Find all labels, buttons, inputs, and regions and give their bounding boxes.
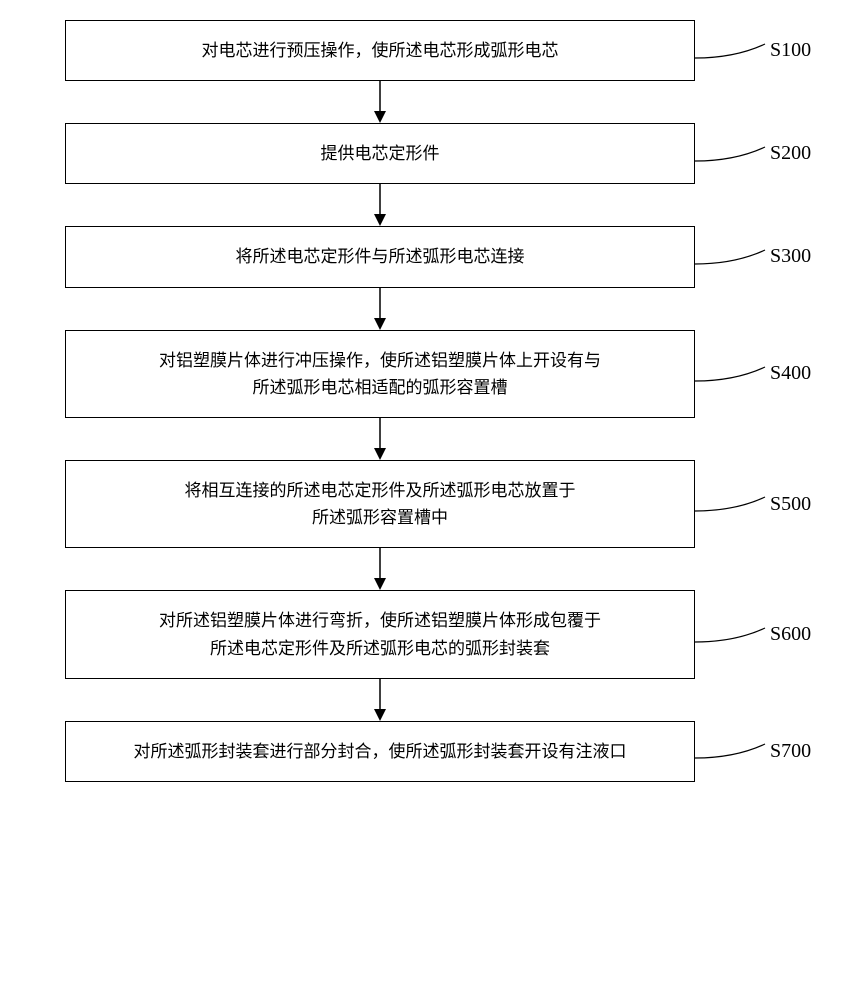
connector-curve bbox=[695, 139, 775, 169]
step-box-6: 对所述铝塑膜片体进行弯折，使所述铝塑膜片体形成包覆于 所述电芯定形件及所述弧形电… bbox=[65, 590, 695, 678]
arrow-down-icon bbox=[370, 548, 390, 590]
step-label: S300 bbox=[770, 245, 811, 268]
step-label: S700 bbox=[770, 740, 811, 763]
step-box-2: 提供电芯定形件 bbox=[65, 123, 695, 184]
arrow-down-icon bbox=[370, 679, 390, 721]
step-text: 对所述弧形封装套进行部分封合，使所述弧形封装套开设有注液口 bbox=[134, 738, 627, 765]
step-row-3: 将所述电芯定形件与所述弧形电芯连接 S300 bbox=[30, 226, 835, 287]
step-row-4: 对铝塑膜片体进行冲压操作，使所述铝塑膜片体上开设有与 所述弧形电芯相适配的弧形容… bbox=[30, 330, 835, 418]
arrow-container bbox=[65, 184, 695, 226]
step-text: 对铝塑膜片体进行冲压操作，使所述铝塑膜片体上开设有与 bbox=[159, 347, 601, 374]
step-row-2: 提供电芯定形件 S200 bbox=[30, 123, 835, 184]
arrow-down-icon bbox=[370, 418, 390, 460]
label-wrapper: S100 bbox=[695, 39, 811, 62]
step-box-3: 将所述电芯定形件与所述弧形电芯连接 bbox=[65, 226, 695, 287]
label-wrapper: S300 bbox=[695, 245, 811, 268]
step-box-7: 对所述弧形封装套进行部分封合，使所述弧形封装套开设有注液口 bbox=[65, 721, 695, 782]
step-text: 所述弧形电芯相适配的弧形容置槽 bbox=[253, 374, 508, 401]
step-row-5: 将相互连接的所述电芯定形件及所述弧形电芯放置于 所述弧形容置槽中 S500 bbox=[30, 460, 835, 548]
label-wrapper: S200 bbox=[695, 142, 811, 165]
step-text: 所述电芯定形件及所述弧形电芯的弧形封装套 bbox=[210, 635, 550, 662]
step-box-4: 对铝塑膜片体进行冲压操作，使所述铝塑膜片体上开设有与 所述弧形电芯相适配的弧形容… bbox=[65, 330, 695, 418]
step-text: 将所述电芯定形件与所述弧形电芯连接 bbox=[236, 243, 525, 270]
arrow-container bbox=[65, 288, 695, 330]
label-wrapper: S700 bbox=[695, 740, 811, 763]
step-label: S500 bbox=[770, 493, 811, 516]
arrow-container bbox=[65, 418, 695, 460]
step-row-1: 对电芯进行预压操作，使所述电芯形成弧形电芯 S100 bbox=[30, 20, 835, 81]
arrow-down-icon bbox=[370, 81, 390, 123]
arrow-down-icon bbox=[370, 288, 390, 330]
step-text: 对电芯进行预压操作，使所述电芯形成弧形电芯 bbox=[202, 37, 559, 64]
connector-curve bbox=[695, 242, 775, 272]
connector-curve bbox=[695, 736, 775, 766]
label-wrapper: S500 bbox=[695, 493, 811, 516]
step-label: S400 bbox=[770, 362, 811, 385]
connector-curve bbox=[695, 36, 775, 66]
step-text: 对所述铝塑膜片体进行弯折，使所述铝塑膜片体形成包覆于 bbox=[159, 607, 601, 634]
connector-curve bbox=[695, 359, 775, 389]
connector-curve bbox=[695, 620, 775, 650]
step-row-6: 对所述铝塑膜片体进行弯折，使所述铝塑膜片体形成包覆于 所述电芯定形件及所述弧形电… bbox=[30, 590, 835, 678]
arrow-down-icon bbox=[370, 184, 390, 226]
label-wrapper: S600 bbox=[695, 623, 811, 646]
step-box-5: 将相互连接的所述电芯定形件及所述弧形电芯放置于 所述弧形容置槽中 bbox=[65, 460, 695, 548]
arrow-container bbox=[65, 548, 695, 590]
arrow-container bbox=[65, 81, 695, 123]
step-row-7: 对所述弧形封装套进行部分封合，使所述弧形封装套开设有注液口 S700 bbox=[30, 721, 835, 782]
step-text: 所述弧形容置槽中 bbox=[312, 504, 448, 531]
step-box-1: 对电芯进行预压操作，使所述电芯形成弧形电芯 bbox=[65, 20, 695, 81]
flowchart-container: 对电芯进行预压操作，使所述电芯形成弧形电芯 S100 提供电芯定形件 S200 bbox=[30, 20, 835, 782]
step-label: S200 bbox=[770, 142, 811, 165]
step-text: 将相互连接的所述电芯定形件及所述弧形电芯放置于 bbox=[185, 477, 576, 504]
step-label: S600 bbox=[770, 623, 811, 646]
step-text: 提供电芯定形件 bbox=[321, 140, 440, 167]
label-wrapper: S400 bbox=[695, 362, 811, 385]
connector-curve bbox=[695, 489, 775, 519]
step-label: S100 bbox=[770, 39, 811, 62]
arrow-container bbox=[65, 679, 695, 721]
